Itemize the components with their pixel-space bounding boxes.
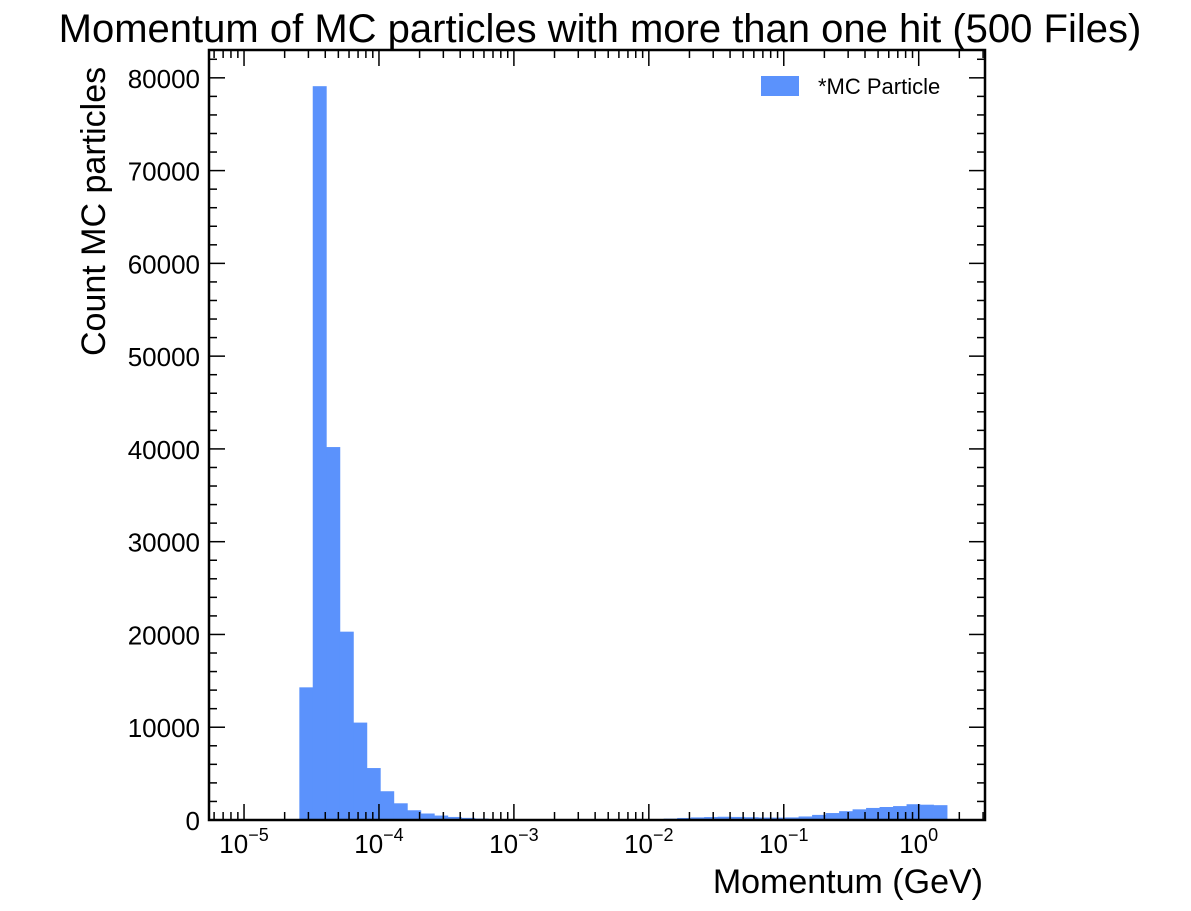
plot-frame [207,48,987,822]
histogram-bar [812,814,826,820]
histogram-bar [339,631,354,820]
histogram-bar [906,804,921,820]
y-tick-labels: 0 10000 20000 30000 40000 50000 60000 70000 8000… [128,64,200,836]
y-tick-label: 70000 [128,157,200,187]
y-axis-label: Count MC particles [75,67,113,356]
histogram-bar [920,804,934,820]
histogram-bar [893,806,907,820]
histogram-bar [366,768,381,820]
y-tick-label: 30000 [128,528,200,558]
histogram-bar [879,807,894,820]
histogram-bar [839,811,853,820]
histogram-bar [407,810,422,820]
histogram-bars [299,86,948,821]
y-tick-label: 80000 [128,64,200,94]
x-tick-label: 10−1 [759,825,808,859]
histogram-bar [798,816,813,820]
histogram-bar [717,816,732,820]
histogram-bar [326,447,341,820]
x-tick-label: 10−3 [489,825,538,859]
y-tick-label: 0 [186,806,200,836]
histogram-bar [420,813,435,820]
x-tick-label: 10−5 [219,825,268,859]
legend: *MC Particle [761,74,940,99]
histogram-bar [731,816,746,820]
x-tick-labels: 10−5 10−4 10−3 10−2 10−1 100 [219,825,938,859]
histogram-bar [866,807,880,820]
histogram-bar [825,813,840,820]
histogram-bar [852,809,867,820]
x-tick-label: 100 [899,825,938,859]
histogram-bar [785,817,799,820]
histogram-bar [690,817,705,820]
y-tick-label: 10000 [128,713,200,743]
histogram-bar [704,817,719,820]
y-tick-label: 50000 [128,342,200,372]
y-tick-label: 20000 [128,620,200,650]
y-tick-label: 60000 [128,249,200,279]
y-tick-label: 40000 [128,435,200,465]
x-axis-label: Momentum (GeV) [713,863,983,901]
histogram-bar [353,722,368,820]
histogram-bar [434,815,449,820]
histogram-bar [380,791,395,820]
histogram-bar [447,816,462,820]
histogram-bar [393,803,408,820]
histogram-bar [933,805,948,820]
legend-label: *MC Particle [818,74,940,99]
chart-title: Momentum of MC particles with more than … [59,7,1142,51]
histogram-bar [744,817,759,820]
x-tick-label: 10−2 [624,825,673,859]
histogram-bar [299,687,314,820]
legend-swatch [761,76,799,96]
histogram-bar [312,86,327,821]
x-tick-label: 10−4 [354,825,403,859]
